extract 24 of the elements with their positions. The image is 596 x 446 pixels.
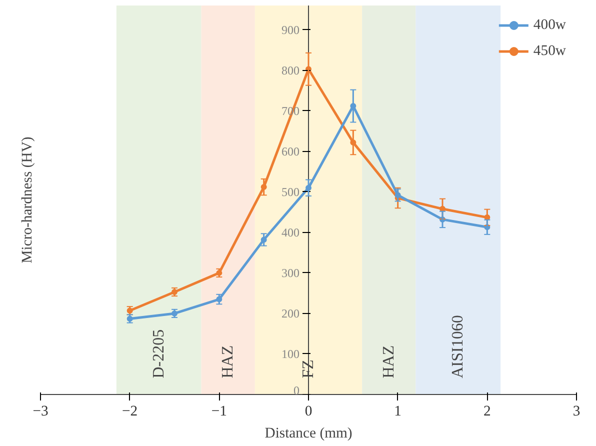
y-axis-title: Micro-hardness (HV) [20,136,36,264]
band-label: AISI1060 [450,315,467,378]
y-tick-label: 500 [282,184,300,199]
x-tick-label: −1 [211,404,227,420]
x-tick-label: −3 [32,404,48,420]
x-axis-title: Distance (mm) [264,426,352,442]
band-label: D-2205 [150,329,168,378]
x-tick-label: 1 [394,404,402,420]
legend-label: 400w [533,16,566,34]
x-tick-label: 3 [572,404,580,420]
y-tick-label: 600 [282,144,300,158]
y-tick-label: 200 [282,306,300,320]
x-tick-label: 0 [304,404,312,420]
legend-label: 450w [533,42,566,60]
band-label: HAZ [380,345,398,378]
y-tick-label: 900 [282,22,300,37]
x-tick-label: −2 [122,404,138,420]
x-tick-label: 2 [484,404,491,420]
y-tick-label: 800 [282,63,300,78]
y-tick-label: 0 [294,384,300,398]
y-tick-label: 300 [282,266,300,280]
y-tick-label: 400 [282,225,300,240]
band-label: HAZ [220,345,237,378]
y-tick-label: 100 [282,346,300,361]
